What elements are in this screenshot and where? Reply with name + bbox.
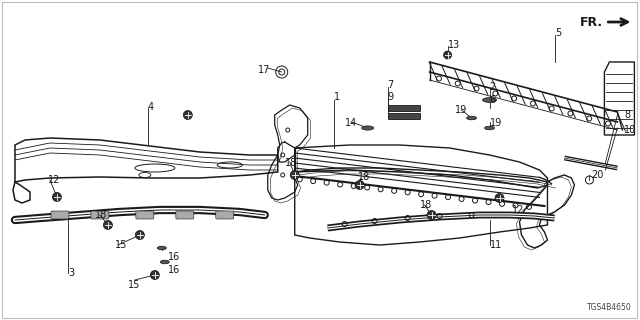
Text: 16: 16 xyxy=(168,265,180,275)
Text: FR.: FR. xyxy=(580,15,604,28)
Circle shape xyxy=(104,220,113,229)
FancyBboxPatch shape xyxy=(136,211,154,219)
Text: 11: 11 xyxy=(490,240,502,250)
Text: 5: 5 xyxy=(556,28,562,38)
Text: 16: 16 xyxy=(168,252,180,262)
Bar xyxy=(388,105,420,111)
Circle shape xyxy=(136,230,145,239)
Text: 15: 15 xyxy=(128,280,140,290)
Circle shape xyxy=(495,194,504,203)
Circle shape xyxy=(290,171,300,180)
Ellipse shape xyxy=(362,126,374,130)
Circle shape xyxy=(444,51,452,59)
Text: 18: 18 xyxy=(358,172,370,182)
FancyBboxPatch shape xyxy=(216,211,234,219)
Text: 14: 14 xyxy=(345,118,357,128)
Ellipse shape xyxy=(484,126,495,130)
Text: 7: 7 xyxy=(388,80,394,90)
FancyBboxPatch shape xyxy=(51,211,69,219)
Text: 12: 12 xyxy=(511,205,524,215)
Text: 18: 18 xyxy=(420,200,432,210)
Text: 4: 4 xyxy=(148,102,154,112)
Ellipse shape xyxy=(467,116,477,120)
Text: 3: 3 xyxy=(68,268,74,278)
Text: 8: 8 xyxy=(625,110,630,120)
Text: 18: 18 xyxy=(285,158,297,168)
Text: 1: 1 xyxy=(333,92,340,102)
Text: 13: 13 xyxy=(447,40,460,50)
Circle shape xyxy=(355,180,364,189)
Circle shape xyxy=(150,270,159,279)
Text: 17: 17 xyxy=(258,65,270,75)
Text: 18: 18 xyxy=(95,210,107,220)
Circle shape xyxy=(183,110,192,119)
Text: 9: 9 xyxy=(388,92,394,102)
Ellipse shape xyxy=(161,260,170,264)
Text: 19: 19 xyxy=(454,105,467,115)
Text: 12: 12 xyxy=(48,175,60,185)
Circle shape xyxy=(427,211,436,220)
Ellipse shape xyxy=(157,246,166,250)
Circle shape xyxy=(52,193,61,202)
FancyBboxPatch shape xyxy=(176,211,194,219)
Text: 15: 15 xyxy=(115,240,127,250)
Text: TGS4B4650: TGS4B4650 xyxy=(587,303,632,312)
Text: 2: 2 xyxy=(490,82,496,92)
Bar xyxy=(388,113,420,119)
Text: 10: 10 xyxy=(625,125,637,135)
Text: 19: 19 xyxy=(490,118,502,128)
Text: 20: 20 xyxy=(591,170,604,180)
Ellipse shape xyxy=(483,98,497,102)
FancyBboxPatch shape xyxy=(91,211,109,219)
Text: 6: 6 xyxy=(490,95,495,105)
